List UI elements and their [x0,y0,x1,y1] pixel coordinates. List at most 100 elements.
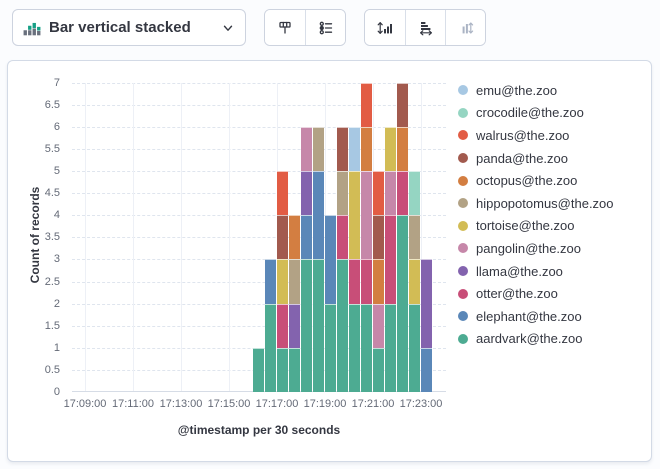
bar-segment[interactable] [289,215,300,260]
bar-segment[interactable] [313,259,324,392]
legend-item[interactable]: hippopotomus@the.zoo [458,192,648,215]
y-tick-label: 6 [53,120,60,133]
bar-segment[interactable] [265,259,276,304]
bar-column[interactable] [361,79,372,392]
bar-segment[interactable] [361,171,372,260]
bar-column[interactable] [289,79,300,392]
bar-segment[interactable] [337,126,348,171]
bar-segment[interactable] [385,303,396,392]
bar-segment[interactable] [301,171,312,216]
bar-segment[interactable] [277,303,288,348]
chart-type-dropdown[interactable]: Bar vertical stacked [12,9,246,46]
bar-segment[interactable] [409,259,420,304]
bar-segment[interactable] [349,126,360,171]
bar-column[interactable] [313,79,324,392]
bar-column[interactable] [385,79,396,392]
legend-item[interactable]: pangolin@the.zoo [458,237,648,260]
legend-label: tortoise@the.zoo [476,218,575,234]
bar-column[interactable] [421,79,432,392]
legend-color-dot [458,107,468,118]
bar-segment[interactable] [409,303,420,392]
legend-color-dot [458,85,468,96]
bar-segment[interactable] [421,347,432,392]
legend-item[interactable]: walrus@the.zoo [458,124,648,147]
legend-item[interactable]: aardvark@the.zoo [458,328,648,351]
legend-item[interactable]: elephant@the.zoo [458,305,648,328]
bar-column[interactable] [373,79,384,392]
bar-segment[interactable] [361,259,372,304]
bar-segment[interactable] [313,126,324,171]
bar-segment[interactable] [325,215,336,304]
bar-segment[interactable] [277,259,288,304]
bar-column[interactable] [301,79,312,392]
bar-segment[interactable] [337,171,348,216]
bar-segment[interactable] [337,215,348,260]
bar-column[interactable] [409,79,420,392]
bar-segment[interactable] [385,215,396,304]
layer-settings-button[interactable] [305,10,345,45]
bar-segment[interactable] [277,215,288,260]
bar-segment[interactable] [421,259,432,348]
bar-segment[interactable] [289,303,300,348]
brush-icon [279,21,291,34]
bar-segment[interactable] [373,171,384,216]
x-tick-label: 17:13:00 [159,398,203,410]
bar-segment[interactable] [325,303,336,392]
y-gridline [72,126,446,128]
bar-segment[interactable] [265,303,276,392]
y-tick-label: 2 [53,297,60,310]
bar-column[interactable] [349,79,360,392]
bar-segment[interactable] [373,347,384,392]
plot-area [72,79,446,392]
legend-color-dot [458,333,468,344]
legend-item[interactable]: emu@the.zoo [458,79,648,102]
bar-segment[interactable] [313,171,324,260]
bar-segment[interactable] [361,82,372,127]
bar-segment[interactable] [361,303,372,392]
bar-segment[interactable] [349,303,360,392]
x-gridline [181,83,182,392]
bar-segment[interactable] [409,215,420,260]
bar-column[interactable] [397,79,408,392]
sort-horizontal-axis-button[interactable] [405,10,445,45]
legend-item[interactable]: crocodile@the.zoo [458,102,648,125]
bar-segment[interactable] [385,171,396,216]
bar-segment[interactable] [349,171,360,260]
bar-segment[interactable] [373,259,384,304]
bar-segment[interactable] [397,171,408,216]
bar-column[interactable] [337,79,348,392]
bar-segment[interactable] [301,215,312,260]
bar-segment[interactable] [253,347,264,392]
legend-item[interactable]: octopus@the.zoo [458,169,648,192]
bar-column[interactable] [265,79,276,392]
bar-segment[interactable] [397,126,408,171]
legend-item[interactable]: otter@the.zoo [458,282,648,305]
legend-item[interactable]: tortoise@the.zoo [458,215,648,238]
bar-segment[interactable] [361,126,372,171]
sort-vertical-axis-button[interactable] [365,10,405,45]
bar-segment[interactable] [409,171,420,216]
bar-segment[interactable] [337,259,348,392]
brush-tool-button[interactable] [265,10,305,45]
bar-segment[interactable] [277,347,288,392]
bar-column[interactable] [277,79,288,392]
x-tick-label: 17:19:00 [303,398,347,410]
legend-label: walrus@the.zoo [476,127,570,143]
bar-segment[interactable] [277,171,288,216]
legend-item[interactable]: llama@the.zoo [458,260,648,283]
bar-segment[interactable] [397,215,408,392]
legend-item[interactable]: panda@the.zoo [458,147,648,170]
bar-segment[interactable] [289,259,300,304]
bar-column[interactable] [325,79,336,392]
bar-segment[interactable] [289,347,300,392]
bar-segment[interactable] [373,215,384,260]
bar-segment[interactable] [373,303,384,348]
x-gridline [85,83,86,392]
bar-segment[interactable] [397,82,408,127]
bar-segment[interactable] [301,126,312,171]
bar-segment[interactable] [349,259,360,304]
bar-segment[interactable] [301,259,312,392]
bar-column[interactable] [253,79,264,392]
swap-axes-button[interactable] [445,10,485,45]
bar-segment[interactable] [385,126,396,171]
